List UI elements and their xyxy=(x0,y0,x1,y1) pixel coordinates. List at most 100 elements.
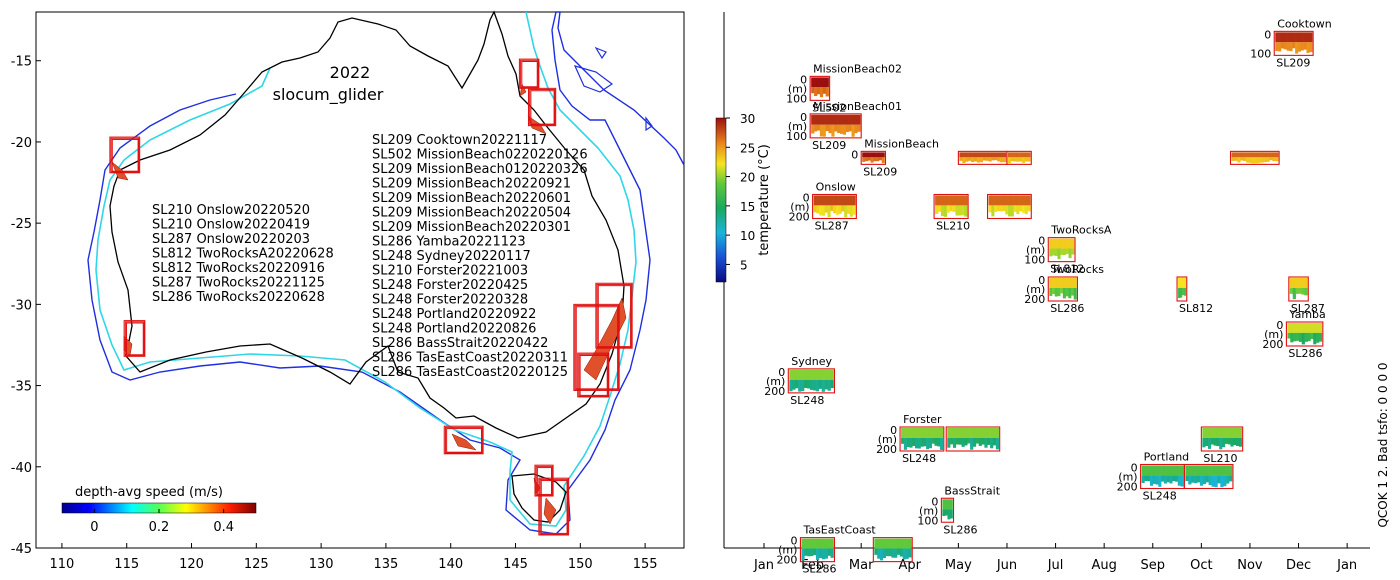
track-cell xyxy=(804,538,808,549)
track-cell xyxy=(902,538,906,549)
track-cell xyxy=(795,369,799,380)
track-cell xyxy=(827,205,831,218)
track-segment-box xyxy=(1229,150,1280,165)
track-cell xyxy=(1024,157,1028,162)
track-cell xyxy=(840,124,844,134)
track-cell xyxy=(1300,32,1304,43)
track-cell xyxy=(1177,465,1181,476)
track-cell xyxy=(1065,278,1069,288)
track-cell xyxy=(972,428,977,438)
track-cell xyxy=(935,195,939,206)
track-cell xyxy=(934,437,938,446)
glider-tracks: Cooktown0100SL209MissionBeach020(m)100SL… xyxy=(764,17,1332,575)
track-cell xyxy=(1071,278,1075,288)
track-region-label: MissionBeach xyxy=(864,137,939,150)
track-cell xyxy=(897,548,901,555)
temp-tick-label: 5 xyxy=(740,258,748,272)
track-region-label: MissionBeach02 xyxy=(813,62,902,75)
track-cell xyxy=(1219,428,1223,438)
australia-coastline xyxy=(109,10,625,439)
track-cell xyxy=(952,195,956,206)
deployment-label: SL248 Forster20220328 xyxy=(372,293,528,308)
track-glider-label: SL286 xyxy=(802,563,836,576)
track-cell xyxy=(995,428,999,438)
track-cell xyxy=(1158,475,1162,487)
track-cell xyxy=(827,369,831,380)
track-cell xyxy=(1180,465,1184,476)
track-cell xyxy=(874,538,878,549)
track-glider-label: SL248 xyxy=(1143,490,1177,503)
track-cell xyxy=(828,114,832,125)
track-cell xyxy=(811,114,815,125)
track-cell xyxy=(1229,475,1233,482)
track-cell xyxy=(1202,475,1207,485)
track-bassstrait: BassStrait 0(m)100 SL286 xyxy=(917,484,1000,536)
track-cell xyxy=(867,152,871,158)
track-cell xyxy=(968,157,972,161)
track-cell xyxy=(1251,157,1256,164)
track-cell xyxy=(1005,195,1009,206)
track-cell xyxy=(1205,475,1209,483)
track-cell xyxy=(831,124,835,137)
track-cell xyxy=(1049,248,1053,257)
track-cell xyxy=(958,205,962,216)
track-cell xyxy=(1188,465,1192,476)
track-cell xyxy=(1060,248,1064,255)
track-cell xyxy=(1008,205,1012,217)
track-cell xyxy=(984,437,988,448)
track-cell xyxy=(854,124,858,134)
track-depth-tick: 200 xyxy=(764,385,785,398)
track-cell xyxy=(964,437,968,446)
track-cell xyxy=(1005,205,1009,215)
track-cell xyxy=(1223,465,1227,476)
track-cell xyxy=(994,152,998,158)
track-cell xyxy=(1196,475,1201,483)
track-region-label: Onslow xyxy=(816,181,856,194)
track-cell xyxy=(923,428,927,438)
track-cell xyxy=(809,369,814,380)
track-cell xyxy=(1062,287,1066,299)
deployment-label: SL209 Cooktown20221117 xyxy=(372,133,547,148)
track-cell xyxy=(1286,32,1290,43)
track-cell xyxy=(1266,152,1270,158)
track-cell xyxy=(1286,42,1290,51)
track-cell xyxy=(1019,157,1023,162)
map-title: 2022 xyxy=(330,63,371,82)
track-cell xyxy=(1283,42,1287,50)
track-cell xyxy=(1220,465,1224,476)
speed-colorbar-label: depth-avg speed (m/s) xyxy=(75,485,223,500)
track-cell xyxy=(830,379,834,389)
track-cell xyxy=(982,157,986,161)
track-cell xyxy=(1236,428,1240,438)
track-segment-box xyxy=(860,150,887,165)
track-cell xyxy=(1002,205,1006,211)
track-cell xyxy=(1237,152,1241,158)
track-cell xyxy=(947,437,951,448)
track-cell xyxy=(1188,475,1192,485)
region-box-portland xyxy=(443,425,484,455)
track-cell xyxy=(1240,157,1244,161)
track-cell xyxy=(816,124,821,131)
track-cell xyxy=(1208,475,1212,486)
track-region-label: Sydney xyxy=(791,355,832,368)
speed-tick-label: 0 xyxy=(90,520,98,535)
track-depth-unit: (m) xyxy=(1026,244,1045,257)
track-cell xyxy=(1202,465,1207,476)
track-cell xyxy=(931,428,935,438)
track-cell xyxy=(1301,287,1305,295)
track-cell xyxy=(815,548,820,561)
track-cell xyxy=(985,152,989,158)
track-cell xyxy=(1063,238,1067,249)
track-cell xyxy=(841,205,845,212)
track-cell xyxy=(1290,332,1294,343)
track-cell xyxy=(899,548,904,557)
track-cell xyxy=(979,157,983,163)
map-panel: 2022 slocum_glider SL210 Onslow20220520S… xyxy=(11,10,685,572)
track-cell xyxy=(952,428,957,438)
deployment-label: SL286 TasEastCoast20220311 xyxy=(372,351,568,366)
map-x-tick-label: 150 xyxy=(568,557,593,572)
track-cell xyxy=(840,114,844,125)
track-cell xyxy=(1275,157,1279,162)
map-y-tick-label: -40 xyxy=(11,461,32,476)
